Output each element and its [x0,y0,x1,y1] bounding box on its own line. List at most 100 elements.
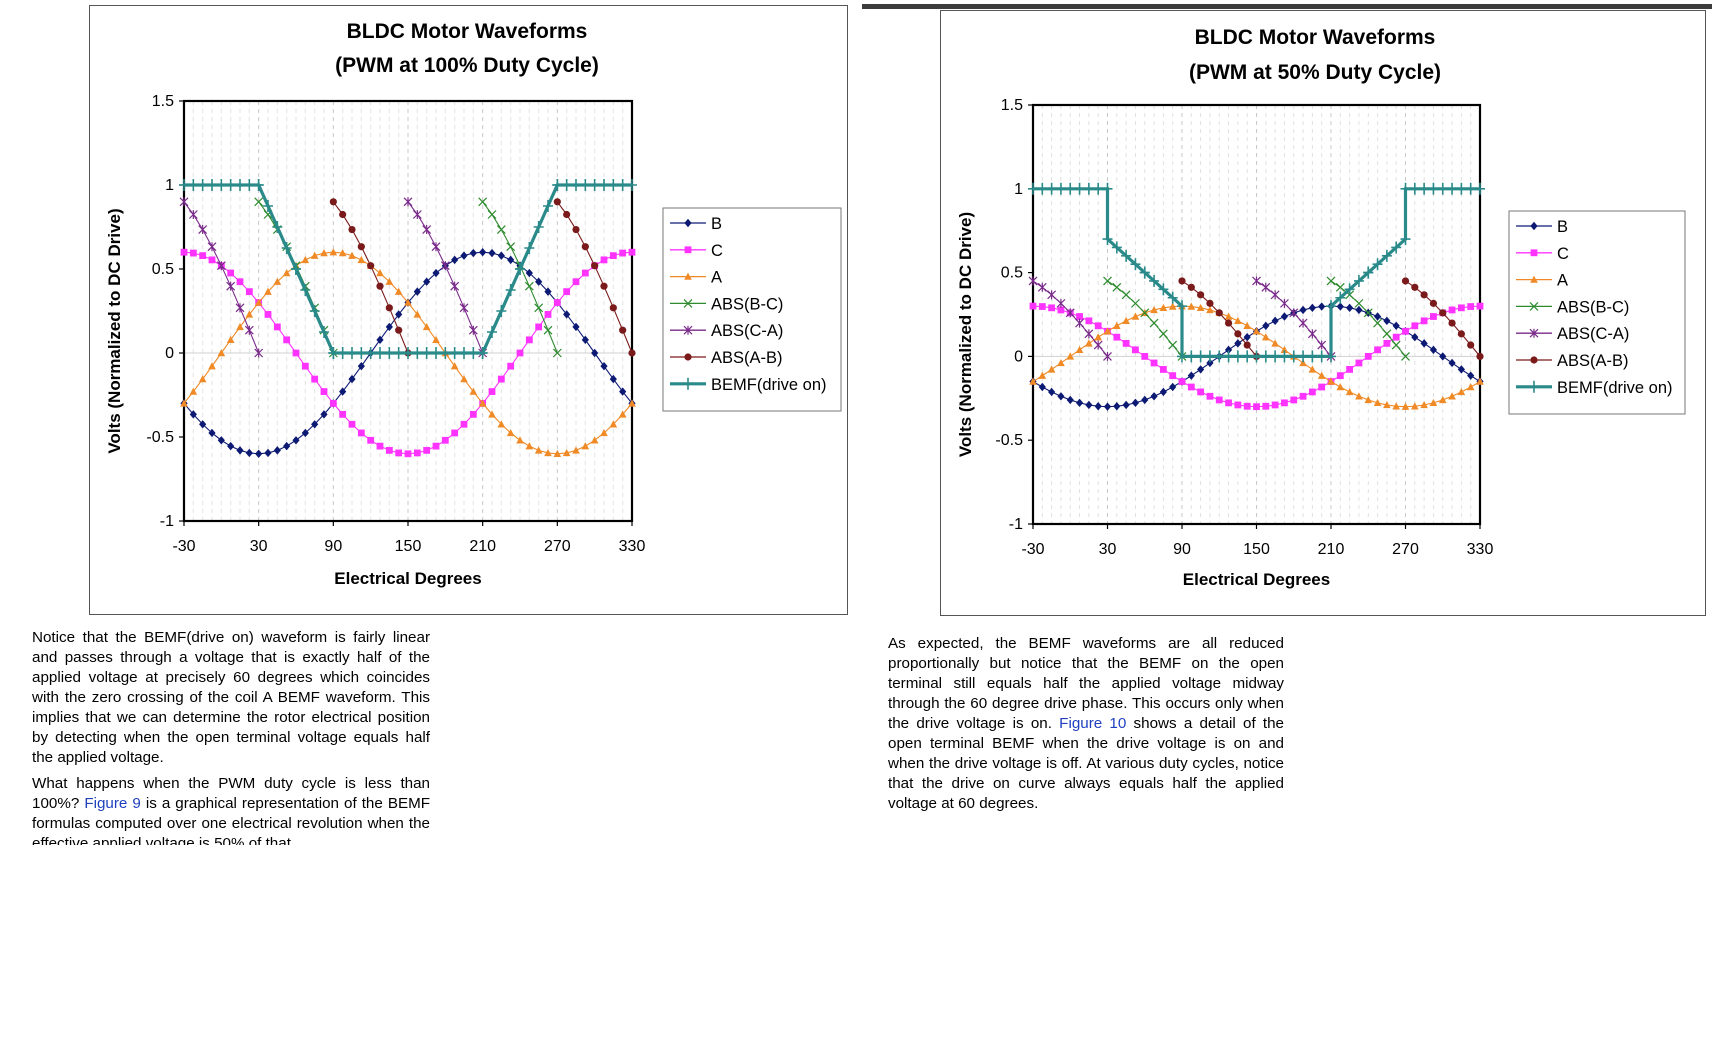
data-point [1344,283,1355,296]
legend-label: ABS(B-C) [711,295,783,313]
data-point [487,326,497,338]
data-point [385,277,394,285]
data-point [1335,291,1346,304]
data-point [1373,318,1382,328]
data-point [1381,249,1392,262]
data-point [1253,403,1260,411]
data-point [1187,302,1196,310]
data-point [1243,341,1251,349]
data-point [208,428,216,438]
data-point [253,179,264,191]
data-point [1066,352,1075,360]
data-point [590,436,599,444]
paragraph-text: shows a detail of the open terminal BEMF… [888,715,1285,812]
data-point [1178,277,1186,285]
y-axis-label: Volts (Normalized to DC Drive) [956,212,975,457]
data-point [1085,400,1093,410]
chart-svg: BLDC Motor Waveforms (PWM at 100% Duty Cy… [105,20,842,588]
data-point [459,303,469,313]
y-tick-label: -0.5 [995,432,1023,449]
data-point [1112,282,1122,292]
figure-9-link[interactable]: Figure 9 [84,795,141,812]
data-point [1420,317,1428,325]
x-tick-label: -30 [172,538,195,555]
data-point [188,179,199,191]
y-tick-label: -1 [160,513,174,530]
x-tick-label: 30 [1099,541,1117,558]
data-point [365,347,376,359]
data-point [236,322,244,331]
data-point [1262,333,1270,341]
data-point [1065,182,1076,195]
data-point [1363,308,1373,318]
legend-item: ABS(C-A) [1516,325,1629,343]
y-tick-label: 0 [165,345,174,362]
data-point [1047,365,1056,373]
data-point [1122,400,1130,410]
legend: BCA ABS(B-C) ABS(C-A) ABS(A-B) BEMF(drive on… [1508,210,1686,415]
data-point [432,442,440,450]
figure-10-link[interactable]: Figure 10 [1059,715,1127,732]
data-point [432,268,440,278]
data-point [524,242,535,254]
data-point [1374,346,1381,354]
data-point [263,200,273,212]
series-a [1029,302,1484,410]
data-point [413,287,421,296]
data-point [1150,305,1158,314]
data-point [1467,303,1475,310]
data-point [488,248,496,258]
data-point [235,179,245,191]
data-point [1234,339,1242,348]
series-bemf-drive-on- [179,179,637,359]
data-point [609,420,618,428]
data-point [1401,277,1410,285]
data-point [1373,398,1382,407]
data-point [422,322,431,331]
legend-item: BEMF(drive on) [1516,379,1673,397]
data-point [1038,382,1046,392]
data-point [524,281,534,291]
data-point [1457,330,1465,338]
data-point [478,197,488,207]
data-point [1158,329,1168,339]
data-point [376,269,384,277]
data-point [432,335,440,344]
data-point [1113,402,1121,411]
legend-marker [1529,328,1539,338]
data-point [395,310,403,319]
data-point [1345,387,1354,396]
data-point [1411,332,1419,342]
data-point [571,179,581,191]
y-tick-label: -1 [1009,516,1023,533]
data-point [1037,282,1047,292]
data-point [1327,377,1335,385]
data-point [1429,299,1438,307]
data-point [226,335,235,344]
data-point [1420,291,1428,299]
data-point [1197,365,1205,374]
data-point [617,179,628,191]
data-point [459,347,469,359]
data-point [1428,182,1439,195]
data-point [1197,388,1205,396]
legend-label: B [711,215,722,233]
data-point [301,255,310,264]
data-point [1234,401,1242,409]
data-point [207,242,217,252]
data-point [516,436,524,444]
data-point [254,298,263,306]
series-group [179,179,637,458]
data-point [1346,303,1354,313]
data-point [199,420,207,429]
data-point [1141,353,1149,360]
data-point [347,347,357,359]
x-tick-label: 90 [1173,541,1191,558]
data-point [1261,282,1271,292]
data-point [217,436,225,445]
data-point [1038,371,1047,379]
data-point [1224,312,1233,320]
x-tick-label: 90 [324,538,342,555]
data-point [300,284,311,296]
data-point [357,243,365,251]
